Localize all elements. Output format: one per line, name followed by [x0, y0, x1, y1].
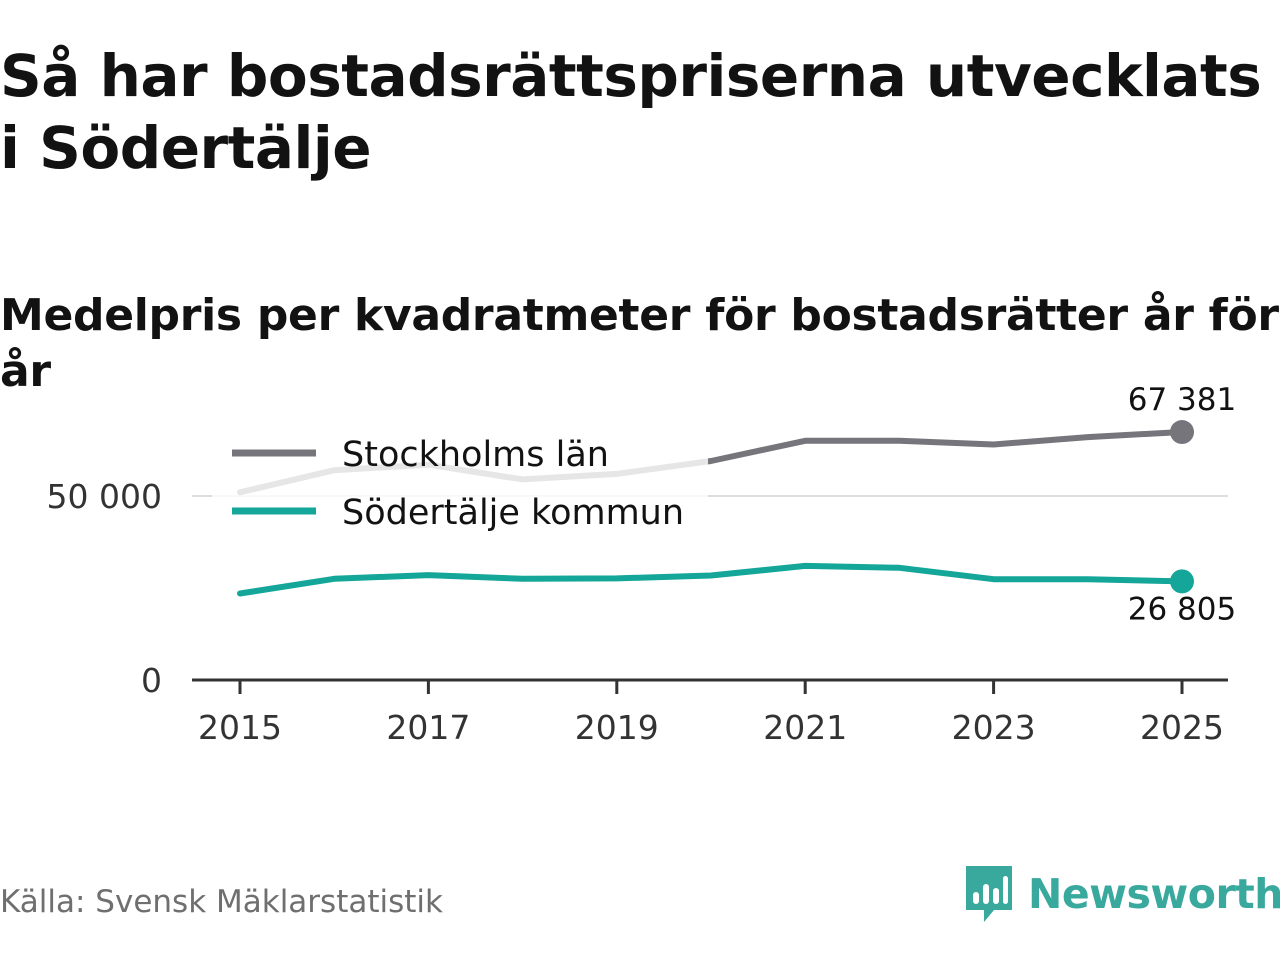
- axis-layer: 0 50 000 2015 2017 2019 2021 2023 2025: [47, 477, 1228, 747]
- source-note: Källa: Svensk Mäklarstatistik: [0, 884, 443, 920]
- label-layer: 67 381 26 805: [1128, 382, 1236, 627]
- x-tick-label-2021: 2021: [763, 708, 847, 747]
- y-tick-label-0: 0: [141, 661, 162, 700]
- y-tick-label-50000: 50 000: [47, 477, 162, 516]
- legend-label-stockholms-lan: Stockholms län: [342, 435, 609, 475]
- x-tick-label-2015: 2015: [198, 708, 282, 747]
- x-tick-label-2017: 2017: [386, 708, 470, 747]
- x-tick-label-2023: 2023: [952, 708, 1036, 747]
- chart-subtitle: Medelpris per kvadratmeter för bostadsrä…: [0, 290, 1279, 397]
- brand-name: Newsworthy: [1028, 870, 1280, 918]
- legend-backdrop: [212, 424, 708, 540]
- x-tick-label-2025: 2025: [1140, 708, 1224, 747]
- series-line-sodertalje-kommun: [237, 562, 1185, 597]
- legend-label-sodertalje-kommun: Södertälje kommun: [342, 493, 684, 533]
- end-label-stockholms-lan: 67 381: [1128, 382, 1236, 418]
- newsworthy-logo-icon: [966, 866, 1012, 922]
- legend: Stockholms län Södertälje kommun: [212, 424, 708, 540]
- end-label-sodertalje-kommun: 26 805: [1128, 591, 1236, 627]
- line-chart: 0 50 000 2015 2017 2019 2021 2023 2025 Stockhol…: [47, 382, 1237, 747]
- brand-logo: Newsworthy: [964, 864, 1280, 924]
- chart-title: Så har bostadsrättspriserna utvecklats i…: [0, 42, 1262, 182]
- end-marker-sodertalje-kommun: [1170, 569, 1194, 594]
- end-marker-stockholms-lan: [1170, 420, 1194, 445]
- x-tick-label-2019: 2019: [575, 708, 659, 747]
